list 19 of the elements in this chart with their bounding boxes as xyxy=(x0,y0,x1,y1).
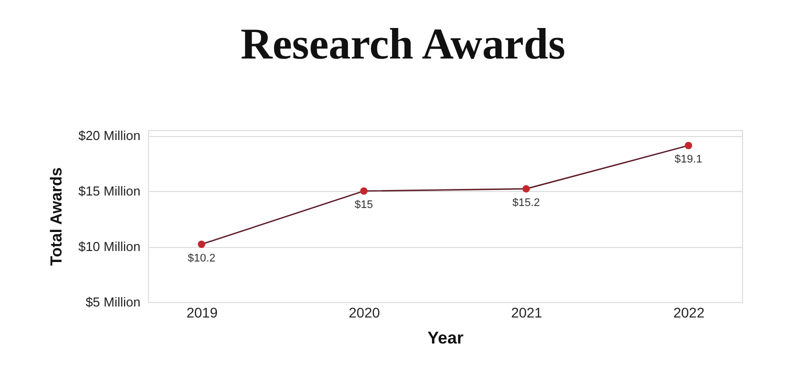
x-tick-label: 2020 xyxy=(348,304,380,320)
chart-title: Research Awards xyxy=(240,20,566,69)
point xyxy=(522,185,530,193)
x-tick-label: 2019 xyxy=(186,304,218,320)
y-axis-title: Total Awards xyxy=(48,167,66,266)
data-label: $15.2 xyxy=(512,196,540,209)
y-tick-label: $15 Million xyxy=(78,184,140,199)
data-label: $15 xyxy=(354,199,374,212)
x-axis-title: Year xyxy=(428,328,464,348)
y-tick-label: $20 Million xyxy=(78,128,140,144)
point xyxy=(684,142,692,150)
y-tick-label: $10 Million xyxy=(78,239,140,254)
point xyxy=(198,240,206,248)
y-tick-label: $5 Million xyxy=(86,294,140,310)
data-label: $19.1 xyxy=(674,154,702,166)
point xyxy=(360,187,368,195)
x-tick-label: 2022 xyxy=(673,304,705,320)
x-tick-label: 2021 xyxy=(511,304,542,320)
data-label: $10.2 xyxy=(188,252,216,264)
